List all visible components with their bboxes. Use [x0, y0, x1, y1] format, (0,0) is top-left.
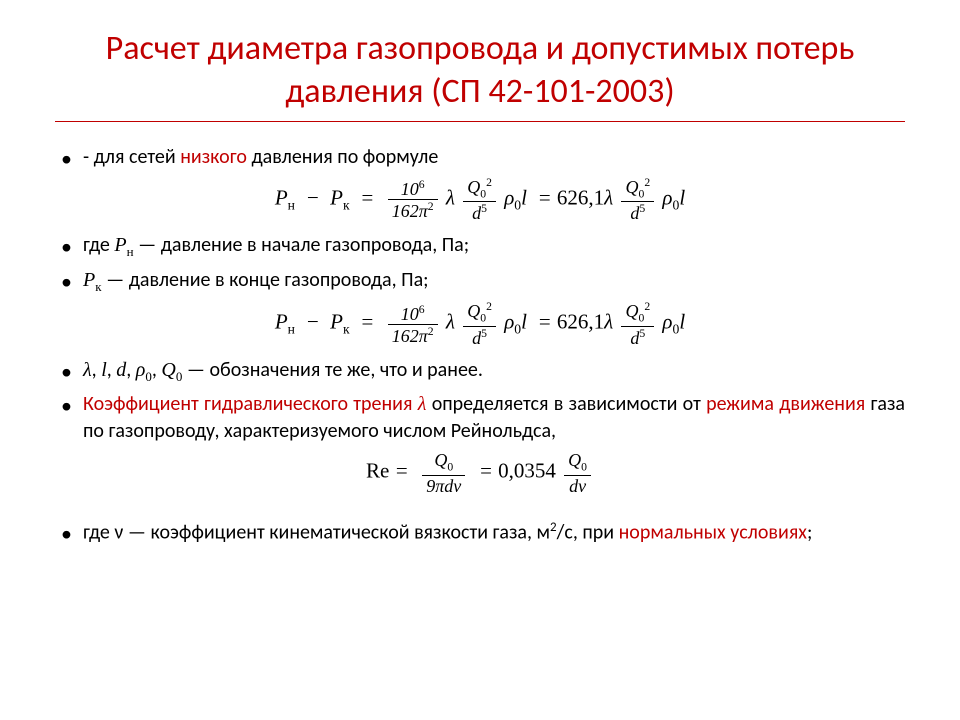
- page-title: Расчет диаметра газопровода и допустимых…: [55, 28, 905, 122]
- bullet-5: Коэффициент гидравлического трения λ опр…: [55, 391, 905, 445]
- g-l: l: [521, 310, 527, 334]
- r1d9: 9: [426, 476, 435, 496]
- rfrac1: Q0 9πdv: [422, 451, 465, 494]
- g2npb: 2: [644, 300, 650, 313]
- formula-pressure-2: Pн − Pк = 106 162π2 λ Q02 d5 ρ0l = 626,1…: [55, 301, 905, 346]
- f-lam1b: λ: [604, 185, 613, 209]
- f-P1: P: [275, 185, 288, 209]
- f-l1b: l: [679, 185, 685, 209]
- g-rho: ρ: [504, 310, 514, 334]
- formula-reynolds: Re = Q0 9πdv = 0,0354 Q0 dv: [55, 451, 905, 494]
- f2npb: 2: [644, 176, 650, 189]
- f2np: 2: [486, 176, 492, 189]
- r1ddv: dv: [444, 476, 461, 496]
- re: Re: [366, 459, 389, 483]
- f2dsb: 5: [639, 202, 645, 215]
- g2ds: 5: [481, 327, 487, 340]
- b1-red: низкого: [180, 145, 247, 169]
- g1dp: π: [419, 326, 428, 346]
- g2dsb: 5: [639, 327, 645, 340]
- f1dp: π: [419, 201, 428, 221]
- b6a: где ν — коэффициент кинематической вязко…: [83, 520, 550, 544]
- gfrac-2b: Q02 d5: [621, 301, 654, 346]
- g-lB: l: [679, 310, 685, 334]
- f-l1: l: [521, 185, 527, 209]
- g2np: 2: [486, 300, 492, 313]
- r1ns: 0: [447, 461, 453, 474]
- g2nq: Q: [467, 301, 480, 321]
- f-sub-k1: к: [343, 198, 350, 213]
- frac-2: Q02 d5: [463, 177, 496, 222]
- f2nqb: Q: [625, 177, 638, 197]
- r1dp: π: [435, 476, 444, 496]
- b6c: нормальных условиях: [619, 520, 807, 544]
- g-sub-k: к: [343, 322, 350, 337]
- gfrac-1: 106 162π2: [388, 304, 438, 345]
- b1-post: давления по формуле: [247, 145, 438, 169]
- f-lam1: λ: [446, 185, 455, 209]
- g-lamB: λ: [604, 310, 613, 334]
- bullet-3: Рк — давление в конце газопровода, Па;: [55, 267, 905, 296]
- f1n: 10: [401, 179, 419, 199]
- g1da: 162: [392, 326, 419, 346]
- f2ns: 0: [480, 188, 486, 201]
- g1n: 10: [401, 304, 419, 324]
- frac-2b: Q02 d5: [621, 177, 654, 222]
- b6d: ;: [807, 520, 812, 544]
- g2nsb: 0: [638, 312, 644, 325]
- f2ds: 5: [481, 202, 487, 215]
- r2ns: 0: [581, 461, 587, 474]
- f2nsb: 0: [638, 188, 644, 201]
- f-P2: P: [330, 185, 343, 209]
- b6b: /с, при: [557, 520, 619, 544]
- f1ds: 2: [428, 200, 434, 213]
- bullet-2: где Рн — давление в начале газопровода, …: [55, 232, 905, 261]
- g-rhoB: ρ: [662, 310, 672, 334]
- r2nq: Q: [568, 450, 581, 470]
- g-sub-n: н: [288, 322, 295, 337]
- f-rho1: ρ: [504, 185, 514, 209]
- r2d: dv: [569, 476, 586, 496]
- r-const: 0,0354: [498, 459, 556, 483]
- f1ns: 6: [419, 178, 425, 191]
- bullet-6: где ν — коэффициент кинематической вязко…: [55, 519, 905, 547]
- b5a: Коэффициент гидравлического трения: [83, 392, 418, 416]
- g-const: 626,1: [557, 310, 604, 334]
- f2nq: Q: [467, 177, 480, 197]
- f-const1: 626,1: [557, 185, 604, 209]
- g2nqb: Q: [625, 301, 638, 321]
- content-list: - для сетей низкого давления по формуле …: [55, 144, 905, 546]
- g-P2: P: [330, 310, 343, 334]
- b1-pre: - для сетей: [83, 145, 180, 169]
- formula-pressure-1: Pн − Pк = 106 162π2 λ Q02 d5 ρ0l = 626,1…: [55, 177, 905, 222]
- bullet-4: λ, l, d, ρ0, Q0 — обозначения те же, что…: [55, 357, 905, 386]
- gfrac-2: Q02 d5: [463, 301, 496, 346]
- g2dd: d: [472, 328, 481, 348]
- f2dd: d: [472, 203, 481, 223]
- f1da: 162: [392, 201, 419, 221]
- frac-1: 106 162π2: [388, 179, 438, 220]
- g-lam: λ: [446, 310, 455, 334]
- bullet-1: - для сетей низкого давления по формуле: [55, 144, 905, 171]
- g-P1: P: [275, 310, 288, 334]
- b5b: определяется в зависимости от: [426, 392, 706, 416]
- g1ns: 6: [419, 303, 425, 316]
- r1nq: Q: [434, 450, 447, 470]
- g2ns: 0: [480, 312, 486, 325]
- b5c: режима движения: [706, 392, 865, 416]
- rfrac2: Q0 dv: [564, 451, 591, 494]
- f-rho1b: ρ: [662, 185, 672, 209]
- f-sub-n1: н: [288, 198, 295, 213]
- g1ds: 2: [428, 325, 434, 338]
